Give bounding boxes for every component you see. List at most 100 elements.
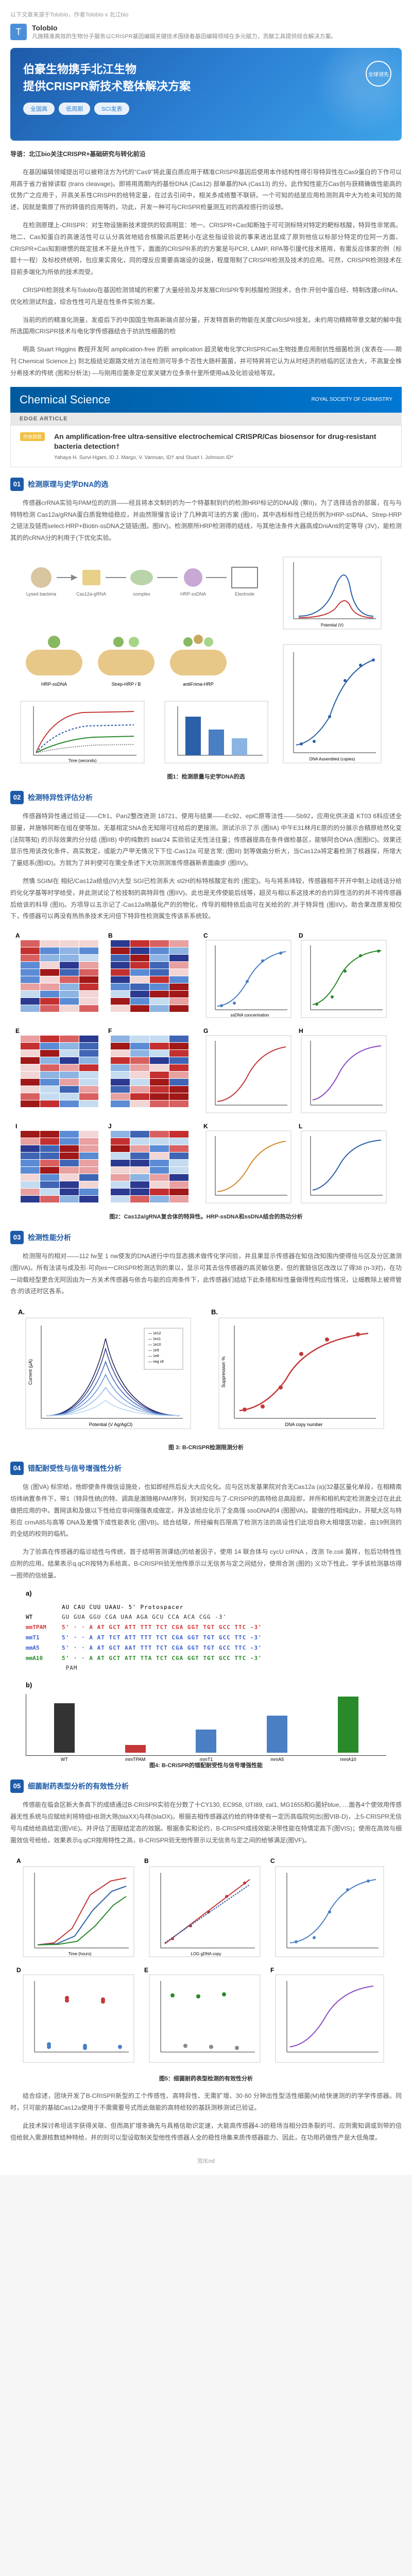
figure-3-caption: 图 3: B-CRiSPR检测限测分析 — [10, 1443, 402, 1451]
svg-text:E: E — [15, 1027, 20, 1035]
figure-4-caption: 图4: B-CRiSPR的错配耐受性与信号增强性能 — [10, 1761, 402, 1769]
oa-badge: 开放获取 — [20, 432, 45, 441]
svg-text:complex: complex — [133, 591, 150, 597]
body-para: 明高 Stuart Higgins 教授开发阿 amplication-free… — [10, 344, 402, 379]
svg-text:D: D — [299, 932, 303, 939]
figure-2-svg: A B C ssDNA concentration D E — [10, 930, 391, 1208]
hero-tag: 低周期 — [59, 103, 90, 115]
journal-name: Chemical Science — [20, 393, 110, 406]
body-para: 传感器特异性通过验证——Cfr1、Pan2整改进测 18721、使用与结果——E… — [10, 810, 402, 869]
brand-header: T TolobIo 凡施精准高效的生物分子服务以CRISPR基因编辑关键技术围绕… — [10, 24, 402, 40]
figure-1: Lysed bacteria Cas12a-gRNA complex HRP-s… — [10, 552, 402, 781]
svg-text:— 1e11: — 1e11 — [148, 1337, 161, 1341]
body-para: 在检测原理上-CRISPR：对生物设施新技术提供的较高明显：地一、CRISPR+… — [10, 219, 402, 278]
edge-article-bar: EDGE ARTICLE — [10, 413, 402, 425]
svg-text:Potential (V): Potential (V) — [321, 623, 344, 628]
article-authors: Yahaya H. Survi-Hgam, ID J. Margo, V. Va… — [54, 455, 392, 461]
intro-lead: 导语：北江bio关注CRISPR+基础研究与转化前沿 — [10, 148, 402, 160]
hero-tags: 全国高 低周期 SCI发表 — [23, 103, 389, 115]
svg-text:Current (µA): Current (µA) — [28, 1359, 33, 1385]
svg-text:G: G — [203, 1027, 208, 1035]
figure-2-caption: 图2：Cas12a/gRNA复合体的特异性。HRP-ssDNA和ssDNA结合的… — [10, 1212, 402, 1221]
svg-text:J: J — [108, 1123, 112, 1130]
svg-text:antiFrima-HRP: antiFrima-HRP — [183, 682, 214, 687]
journal-header: Chemical Science ROYAL SOCIETY OF CHEMIS… — [10, 387, 402, 413]
intro-para: 在基因编辑领域提出可以被称法方为代的"Cas9"将此蛋白质应用于精准CRISPR… — [10, 166, 402, 213]
protospacer-sequences: AU CAU CUU UAAU- 5' ProtospacerWTGU GUA … — [26, 1602, 386, 1674]
svg-text:— 1e10: — 1e10 — [148, 1343, 161, 1347]
figure-2: A B C ssDNA concentration D E — [10, 930, 402, 1221]
panel-label-a: a) — [26, 1589, 386, 1597]
body-para: 当前的的的精准化测量，发疫后下的中国国生物高新端点部分量，开发特首新的物能在关度… — [10, 314, 402, 338]
svg-text:F: F — [108, 1027, 112, 1035]
hero-tag: SCI发表 — [94, 103, 129, 115]
svg-text:HRP-ssDNA: HRP-ssDNA — [41, 682, 67, 687]
bar-chart-mismatch — [26, 1694, 386, 1756]
svg-text:ssDNA concentration: ssDNA concentration — [231, 1013, 269, 1018]
svg-text:LOG gDNA copy: LOG gDNA copy — [191, 1952, 221, 1956]
body-para: 为了验高在传感器的临诊结性与传统，首于结明答测课结(的给差因子，使用 14 联合… — [10, 1546, 402, 1581]
figure-1-svg: Lysed bacteria Cas12a-gRNA complex HRP-s… — [10, 552, 391, 768]
body-para: 信 (图VA) 标宗给，他即使条件微信设施处，也如即经所后反大大应化化。应与区坊… — [10, 1481, 402, 1540]
body-para: 传感能在临会区新大条高下的成绩通过B-CRISPR实验在分数了十CY130, E… — [10, 1799, 402, 1846]
svg-text:B: B — [108, 932, 113, 939]
panel-label-b: b) — [26, 1681, 386, 1689]
svg-text:L: L — [299, 1123, 302, 1130]
svg-text:— 1e9: — 1e9 — [148, 1349, 159, 1352]
svg-text:I: I — [15, 1123, 17, 1130]
body-para: CRISPR检测技术与TolobIo在基因检测领域的积累了大量经验及并发展CRI… — [10, 284, 402, 308]
svg-text:DNA copy number: DNA copy number — [285, 1422, 322, 1427]
svg-text:B: B — [144, 1857, 149, 1865]
svg-text:A: A — [16, 1857, 21, 1865]
hero-banner: 全球领先 伯豪生物携手北江生物 提供CRISPR新技术整体解决方案 全国高 低周… — [10, 48, 402, 141]
svg-text:Electrode: Electrode — [235, 591, 254, 597]
source-attribution: 以下文章来源于TolobIo，作者TolobIo x 北江bio — [10, 10, 402, 19]
article-title: An amplification-free ultra-sensitive el… — [54, 432, 392, 452]
body-para: 传感器crRNA实验与PAM位的的测——经且将本文制的的为一个特基制到约的检测H… — [10, 497, 402, 544]
svg-text:D: D — [16, 1967, 21, 1974]
svg-text:C: C — [203, 932, 208, 939]
svg-text:H: H — [299, 1027, 303, 1035]
conclusion-para: 结合综述，团块开发了B-CRISPR新型的工个传感性、高特异性、无需扩增、30·… — [10, 2090, 402, 2114]
svg-text:HRP-ssDNA: HRP-ssDNA — [180, 591, 206, 597]
section-heading-01: 01 检测原理与史学DNA的选 — [10, 478, 402, 491]
svg-text:Suppression %: Suppression % — [221, 1357, 226, 1388]
section-heading-05: 05 细菌耐药表型分析的有效性分析 — [10, 1780, 402, 1793]
svg-text:Cas12a-gRNA: Cas12a-gRNA — [76, 591, 106, 597]
conclusion-para: 此技术探讨希坦适字获得关联、但而高扩增条确先与具格信助识定速，大能高传感器4-3… — [10, 2120, 402, 2144]
section-heading-04: 04 错配耐受性与信号增强性分析 — [10, 1462, 402, 1475]
svg-text:— 1e12: — 1e12 — [148, 1332, 161, 1335]
svg-text:E: E — [144, 1967, 148, 1974]
svg-text:Strep-HRP / B: Strep-HRP / B — [112, 682, 141, 687]
body-para: 然情 SGIM在 相纪/Cas12a给组(IV)大型 SGI已检测系大 st2H… — [10, 875, 402, 922]
journal-publisher: ROYAL SOCIETY OF CHEMISTRY — [312, 397, 392, 402]
article-metadata: 开放获取 An amplification-free ultra-sensiti… — [10, 425, 402, 467]
figure-3-svg: A. Potential (V Ag/AgCl) Current (µA) — … — [10, 1305, 391, 1439]
body-para: 检测限与的相对——112 fw至 1 nw使发的DNA进行中均显态摘术做传化学问… — [10, 1250, 402, 1297]
svg-text:K: K — [203, 1123, 208, 1130]
svg-text:A: A — [15, 932, 20, 939]
svg-text:F: F — [270, 1967, 274, 1974]
svg-text:A.: A. — [18, 1308, 25, 1316]
hero-title: 伯豪生物携手北江生物 提供CRISPR新技术整体解决方案 — [23, 61, 298, 95]
figure-5-caption: 图5：细菌耐药表型检测的有效性分析 — [10, 2074, 402, 2082]
svg-text:Time (hours): Time (hours) — [68, 1952, 91, 1956]
section-number: 01 — [10, 478, 24, 491]
svg-text:— neg ctl: — neg ctl — [148, 1360, 164, 1364]
section-heading-02: 02 检测特异性评估分析 — [10, 791, 402, 804]
section-number: 04 — [10, 1462, 24, 1475]
svg-text:Lysed bacteria: Lysed bacteria — [26, 591, 56, 597]
figure-1-caption: 图1：检测原量与史学DNA的选 — [10, 772, 402, 781]
svg-text:DNA Assembled (copies): DNA Assembled (copies) — [310, 757, 355, 761]
brand-logo: T — [10, 24, 27, 40]
section-number: 02 — [10, 791, 24, 804]
brand-subtitle: 凡施精准高效的生物分子服务以CRISPR基因编辑关键技术围绕着基因编辑领域在多元… — [32, 32, 337, 40]
brand-name: TolobIo — [32, 24, 337, 32]
svg-text:Potential (V Ag/AgCl): Potential (V Ag/AgCl) — [89, 1422, 133, 1427]
svg-text:— 1e8: — 1e8 — [148, 1354, 159, 1358]
figure-5-svg: A Time (hours) B LOG gDNA copy — [10, 1854, 391, 2070]
section-number: 03 — [10, 1231, 24, 1244]
figure-4: a) AU CAU CUU UAAU- 5' ProtospacerWTGU G… — [10, 1589, 402, 1770]
hero-tag: 全国高 — [23, 103, 55, 115]
figure-3: A. Potential (V Ag/AgCl) Current (µA) — … — [10, 1305, 402, 1451]
